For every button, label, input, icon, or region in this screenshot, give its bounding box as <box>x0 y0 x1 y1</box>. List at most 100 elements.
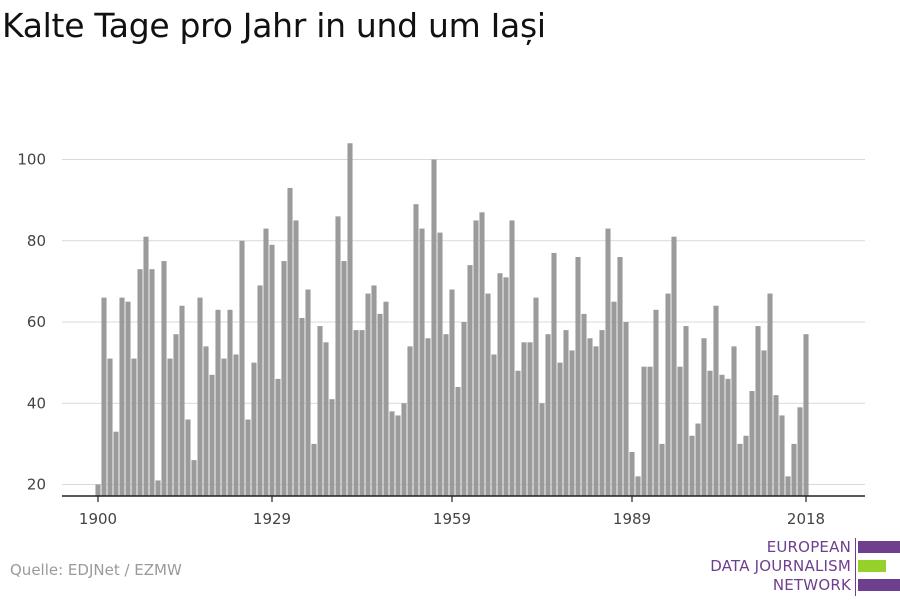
bar-1991 <box>641 366 647 496</box>
x-axis: 1900 1929 1959 1989 2018 <box>62 495 865 528</box>
bar-1955 <box>425 338 431 496</box>
bar-1953 <box>413 204 419 496</box>
bar-2005 <box>725 378 731 496</box>
bar-1949 <box>389 411 395 496</box>
logo-bar-green <box>858 560 886 572</box>
x-tick-label: 1929 <box>253 510 291 528</box>
bar-1940 <box>335 216 341 496</box>
page-title: Kalte Tage pro Jahr in und um Iași <box>2 6 546 45</box>
bar-1960 <box>455 387 461 496</box>
bar-1933 <box>293 220 299 496</box>
bar-1910 <box>155 480 161 496</box>
bar-1945 <box>365 293 371 496</box>
bar-2006 <box>731 346 737 496</box>
bar-1989 <box>629 452 635 496</box>
bar-1992 <box>647 366 653 496</box>
bar-1969 <box>509 220 515 496</box>
bar-1930 <box>275 378 281 496</box>
bar-1919 <box>209 374 215 496</box>
bar-1970 <box>515 370 521 496</box>
bar-2008 <box>743 435 749 496</box>
bar-1996 <box>671 236 677 496</box>
bar-1921 <box>221 358 227 496</box>
logo-bar-purple-top <box>858 541 900 553</box>
bar-1951 <box>401 403 407 496</box>
bar-2004 <box>719 374 725 496</box>
bar-1923 <box>233 354 239 496</box>
bar-1928 <box>263 228 269 496</box>
bar-1950 <box>395 415 401 496</box>
bar-1911 <box>161 261 167 496</box>
chart: 20 40 60 80 100 1900 1929 1959 1989 2018 <box>17 143 865 528</box>
bar-1999 <box>689 435 695 496</box>
bar-1975 <box>545 334 551 496</box>
bar-1987 <box>617 257 623 496</box>
bar-1986 <box>611 301 617 496</box>
bar-1915 <box>185 419 191 496</box>
logo-line-3: NETWORK <box>772 576 851 594</box>
bar-2017 <box>797 407 803 496</box>
bar-1938 <box>323 342 329 496</box>
bar-1983 <box>593 346 599 496</box>
bar-1904 <box>119 297 125 496</box>
bar-1954 <box>419 228 425 496</box>
bar-1903 <box>113 431 119 496</box>
bar-2000 <box>695 423 701 496</box>
bar-1965 <box>485 293 491 496</box>
bar-1926 <box>251 362 257 496</box>
bar-1947 <box>377 313 383 496</box>
logo-separator <box>855 538 856 596</box>
bar-2009 <box>749 391 755 496</box>
bar-1981 <box>581 313 587 496</box>
bar-1932 <box>287 187 293 496</box>
bar-1941 <box>341 261 347 496</box>
bar-1956 <box>431 159 437 496</box>
bar-1993 <box>653 309 659 496</box>
logo-line-2: DATA JOURNALISM <box>710 557 851 575</box>
bar-1939 <box>329 399 335 496</box>
bar-1971 <box>521 342 527 496</box>
bar-1985 <box>605 228 611 496</box>
bar-1958 <box>443 334 449 496</box>
bar-1961 <box>461 322 467 496</box>
bar-1912 <box>167 358 173 496</box>
bar-1943 <box>353 330 359 496</box>
bar-1984 <box>599 330 605 496</box>
bar-1931 <box>281 261 287 496</box>
source-note: Quelle: EDJNet / EZMW <box>10 561 182 579</box>
x-tick-label: 2018 <box>787 510 825 528</box>
bar-2018 <box>803 334 809 496</box>
bar-1994 <box>659 443 665 496</box>
y-axis-ticks: 20 40 60 80 100 <box>17 151 46 494</box>
bar-1966 <box>491 354 497 496</box>
bar-1988 <box>623 322 629 496</box>
bar-1901 <box>101 297 107 496</box>
bar-1922 <box>227 309 233 496</box>
logo-bar-purple-bottom <box>858 579 900 591</box>
edjnet-logo[interactable]: EUROPEAN DATA JOURNALISM NETWORK <box>700 538 900 596</box>
bars <box>95 143 809 496</box>
bar-2002 <box>707 370 713 496</box>
bar-1925 <box>245 419 251 496</box>
bar-1917 <box>197 297 203 496</box>
bar-1916 <box>191 460 197 496</box>
bar-1962 <box>467 265 473 496</box>
bar-1935 <box>305 289 311 496</box>
bar-1967 <box>497 273 503 496</box>
bar-1936 <box>311 443 317 496</box>
bar-2015 <box>785 476 791 496</box>
bar-1920 <box>215 309 221 496</box>
y-tick-label: 80 <box>27 232 46 250</box>
bar-1905 <box>125 301 131 496</box>
bar-2007 <box>737 443 743 496</box>
y-tick-label: 100 <box>17 151 46 169</box>
bar-1902 <box>107 358 113 496</box>
bar-1937 <box>317 326 323 496</box>
bar-2013 <box>773 395 779 496</box>
x-tick-label: 1989 <box>613 510 651 528</box>
bar-1952 <box>407 346 413 496</box>
bar-1927 <box>257 285 263 496</box>
bar-1968 <box>503 277 509 496</box>
x-tick-label: 1959 <box>433 510 471 528</box>
bar-1942 <box>347 143 353 496</box>
